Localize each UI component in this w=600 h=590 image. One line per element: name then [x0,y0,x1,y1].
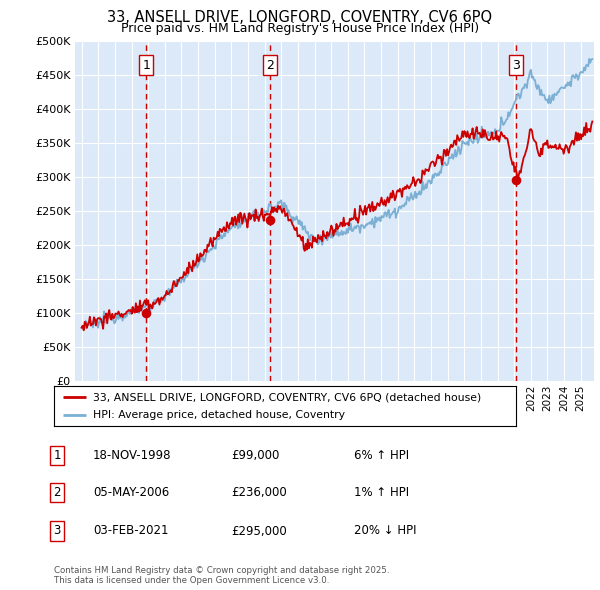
Text: 1: 1 [142,58,150,71]
Point [511,176,520,185]
Point [142,309,151,318]
Text: Price paid vs. HM Land Registry's House Price Index (HPI): Price paid vs. HM Land Registry's House … [121,22,479,35]
Text: £99,000: £99,000 [231,449,280,462]
Text: 6% ↑ HPI: 6% ↑ HPI [354,449,409,462]
Text: 1% ↑ HPI: 1% ↑ HPI [354,486,409,499]
Text: 05-MAY-2006: 05-MAY-2006 [93,486,169,499]
Point [265,216,275,225]
Text: 2: 2 [266,58,274,71]
Text: Contains HM Land Registry data © Crown copyright and database right 2025.
This d: Contains HM Land Registry data © Crown c… [54,566,389,585]
Text: £295,000: £295,000 [231,525,287,537]
Text: 1: 1 [53,449,61,462]
Text: 33, ANSELL DRIVE, LONGFORD, COVENTRY, CV6 6PQ (detached house): 33, ANSELL DRIVE, LONGFORD, COVENTRY, CV… [93,392,482,402]
Text: HPI: Average price, detached house, Coventry: HPI: Average price, detached house, Cove… [93,409,345,419]
Text: 03-FEB-2021: 03-FEB-2021 [93,525,169,537]
Text: 3: 3 [53,525,61,537]
Text: 20% ↓ HPI: 20% ↓ HPI [354,525,416,537]
Text: £236,000: £236,000 [231,486,287,499]
Text: 3: 3 [512,58,520,71]
Text: 33, ANSELL DRIVE, LONGFORD, COVENTRY, CV6 6PQ: 33, ANSELL DRIVE, LONGFORD, COVENTRY, CV… [107,10,493,25]
Text: 2: 2 [53,486,61,499]
Text: 18-NOV-1998: 18-NOV-1998 [93,449,172,462]
